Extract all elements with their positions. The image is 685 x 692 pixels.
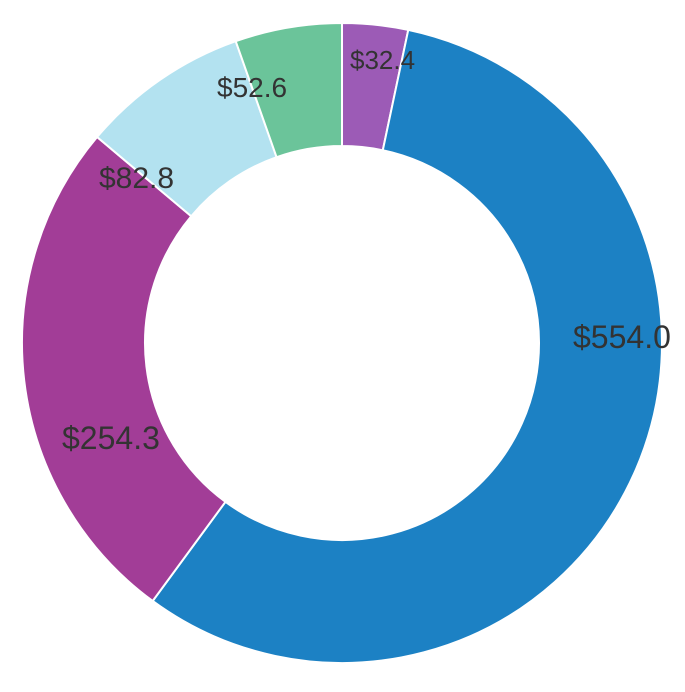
slice-label: $554.0: [573, 319, 671, 356]
slice-label: $254.3: [62, 420, 160, 457]
donut-chart: $32.4 $554.0 $254.3 $82.8 $52.6: [0, 0, 685, 687]
slice-label: $32.4: [350, 45, 415, 76]
slice-label: $52.6: [217, 72, 287, 104]
slice-label: $82.8: [99, 162, 174, 196]
